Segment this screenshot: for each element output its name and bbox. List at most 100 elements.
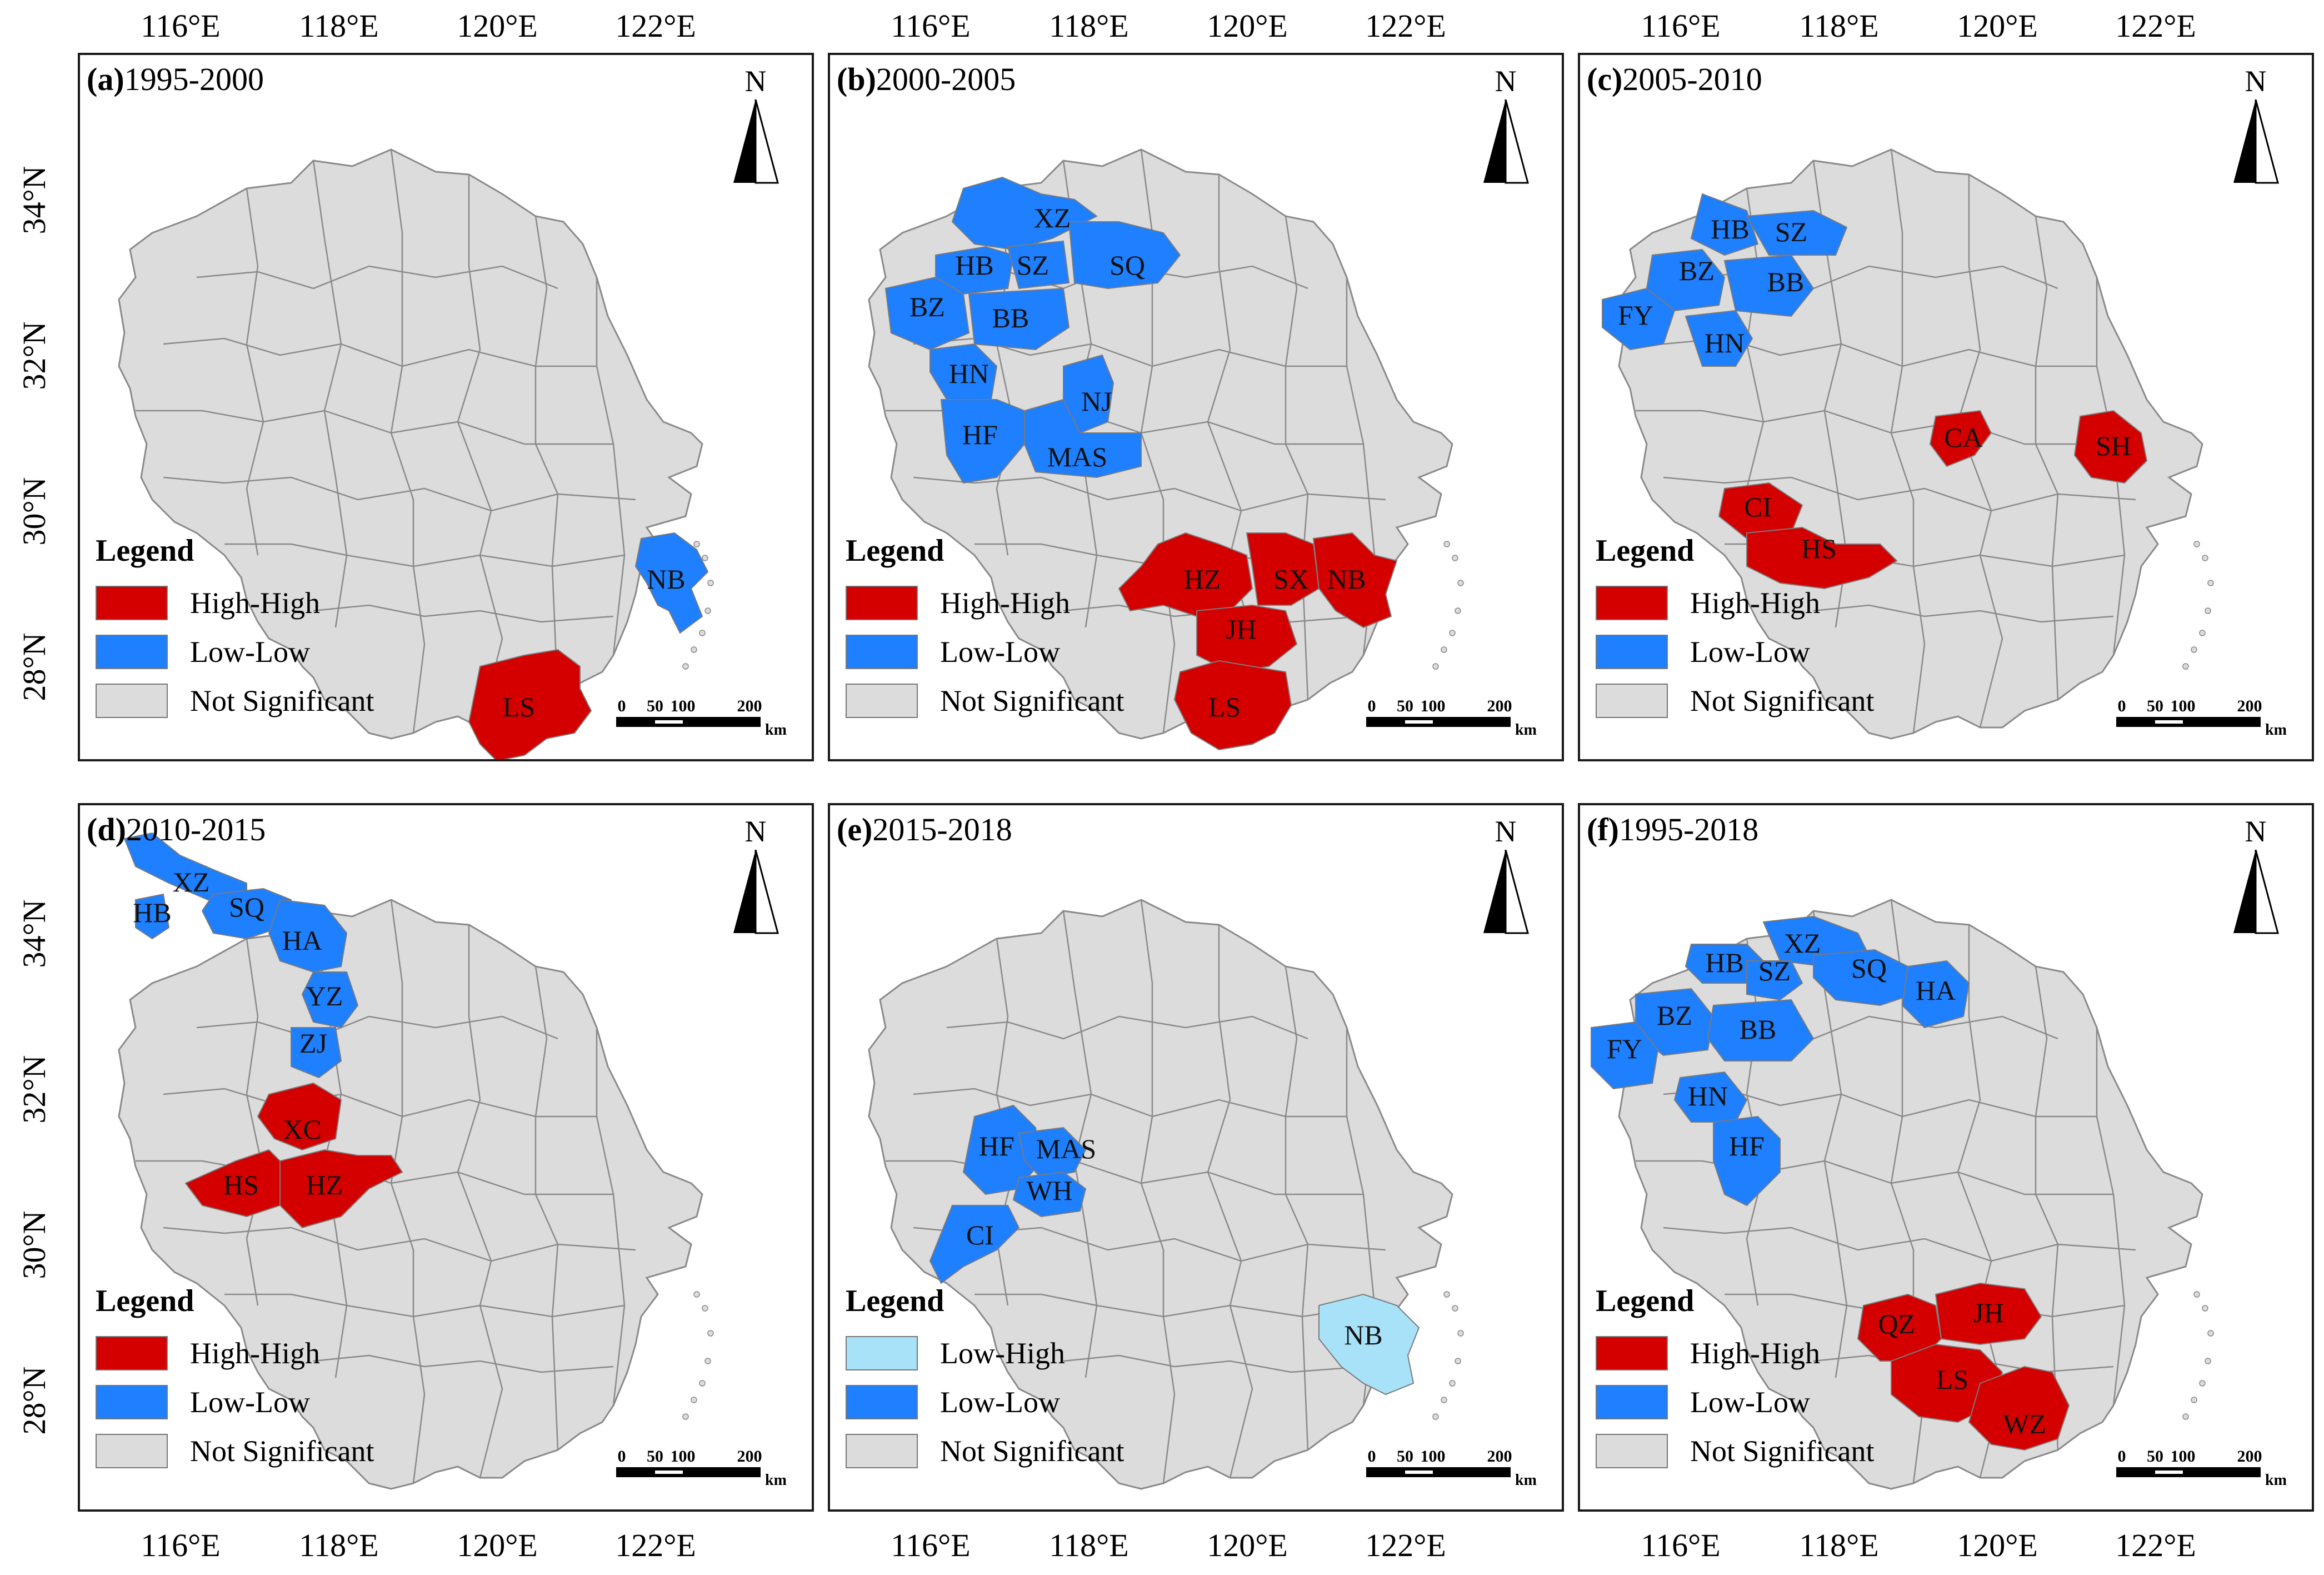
island: [2205, 607, 2211, 614]
island: [1443, 541, 1450, 547]
region-label: HZ: [306, 1169, 343, 1200]
island: [704, 1358, 711, 1364]
island: [2193, 541, 2200, 547]
island: [1432, 663, 1439, 670]
scale-bar-line: [1366, 717, 1511, 727]
region-hz: [279, 1149, 403, 1229]
prefecture-boundary: [2035, 966, 2059, 1451]
scale-bar: 0 50 100 200 km: [616, 1447, 799, 1492]
region-label: CA: [1944, 422, 1982, 453]
legend-label: Low-Low: [1690, 1385, 1810, 1419]
legend-swatch: [96, 684, 168, 718]
island: [1441, 1397, 1447, 1403]
island: [1457, 1330, 1464, 1337]
region-hf: [1713, 1115, 1781, 1207]
legend-swatch: [96, 635, 168, 669]
island: [2191, 1397, 2197, 1403]
region-label: HN: [1688, 1080, 1728, 1112]
region-label: FY: [1618, 300, 1653, 331]
legend-swatch: [846, 1336, 918, 1370]
scale-tick: 200: [2237, 697, 2262, 715]
north-arrow: N: [1481, 816, 1531, 939]
region-bb: [1707, 999, 1815, 1061]
legend-label: Not Significant: [190, 1434, 374, 1468]
region-hf: [962, 1104, 1042, 1195]
region-zj: [291, 1027, 342, 1079]
scale-unit: km: [765, 721, 787, 739]
region-label: LS: [1936, 1364, 1968, 1395]
legend-swatch: [1596, 1336, 1668, 1370]
region-label: ZJ: [299, 1028, 327, 1059]
panel-letter: (a): [87, 61, 124, 97]
island: [702, 1305, 708, 1312]
legend: Legend Low-High Low-Low Not Significant: [846, 1283, 1124, 1476]
region-wz: [1968, 1365, 2070, 1451]
legend-item: Low-Low: [1596, 1378, 1874, 1427]
region-label: HA: [282, 925, 322, 956]
region-label: FY: [1607, 1033, 1642, 1064]
north-label: N: [744, 815, 767, 848]
scale-tick: 100: [2170, 697, 2196, 715]
panel-letter: (f): [1587, 811, 1619, 848]
legend-item: Low-Low: [846, 627, 1124, 676]
prefecture-boundary: [1207, 925, 1253, 1478]
scale-tick: 50: [647, 697, 663, 715]
lon-label-bottom: 120°E: [1207, 1527, 1288, 1563]
island: [1455, 607, 1461, 614]
lon-label-top: 120°E: [457, 8, 538, 44]
lon-label-bottom: 122°E: [2115, 1527, 2196, 1563]
island: [2205, 1358, 2211, 1364]
scale-bar-segment: [2155, 1471, 2183, 1474]
prefecture-boundary: [913, 1088, 1347, 1118]
scale-tick: 50: [2147, 1447, 2163, 1466]
lon-label-top: 118°E: [1049, 8, 1129, 44]
region-label: BZ: [909, 291, 945, 322]
region-label: NJ: [1081, 386, 1112, 417]
panel-letter: (c): [1587, 61, 1623, 97]
island: [1449, 1380, 1456, 1387]
region-sq: [1813, 949, 1915, 1006]
prefecture-boundary: [1813, 604, 2114, 623]
map-canvas: NB LS: [118, 148, 714, 759]
panel-letter: (b): [837, 61, 876, 97]
region-label: JH: [1973, 1297, 2004, 1328]
prefecture-boundary: [2035, 216, 2059, 700]
legend-swatch: [1596, 635, 1668, 669]
lat-label-left: 30°N: [16, 477, 52, 546]
legend-swatch: [96, 1385, 168, 1419]
legend: Legend High-High Low-Low Not Significant: [1596, 1283, 1874, 1476]
region-label: CI: [966, 1219, 994, 1250]
scale-tick: 200: [1487, 1447, 1512, 1466]
legend-item: Low-High: [846, 1329, 1124, 1378]
lon-label-bottom: 118°E: [1799, 1527, 1879, 1563]
prefecture-boundary: [246, 938, 264, 1306]
scale-bar-segment: [655, 720, 683, 724]
prefecture-boundary: [390, 149, 426, 734]
region-sq: [201, 888, 292, 940]
scale-bar: 0 50 100 200 km: [2116, 1447, 2300, 1492]
lon-label-bottom: 122°E: [1365, 1527, 1446, 1563]
study-area-base: [868, 899, 1453, 1490]
island: [682, 1413, 689, 1420]
legend-title: Legend: [96, 534, 194, 568]
region-label: HA: [1916, 975, 1956, 1006]
prefecture-boundary: [163, 337, 597, 367]
legend-item: High-High: [1596, 579, 1874, 627]
scale-bar-line: [1366, 1467, 1511, 1477]
region-label: HF: [979, 1130, 1014, 1162]
legend-label: Not Significant: [1690, 1434, 1875, 1468]
scale-unit: km: [1515, 721, 1537, 739]
lon-label-bottom: 118°E: [1049, 1527, 1129, 1563]
legend-swatch: [846, 635, 918, 669]
lat-label-left: 34°N: [16, 899, 52, 968]
north-arrow: N: [731, 66, 781, 188]
region-jh: [1196, 604, 1298, 673]
north-label: N: [744, 64, 767, 98]
scale-bar-segment: [2155, 720, 2183, 724]
region-ha: [1901, 960, 1970, 1029]
region-ls: [1173, 660, 1292, 751]
map-panel: HF MAS WH CI NB (e)2015-2018 N Legend Low-High Lo…: [828, 803, 1564, 1512]
map-canvas: HF MAS WH CI NB: [868, 899, 1464, 1490]
